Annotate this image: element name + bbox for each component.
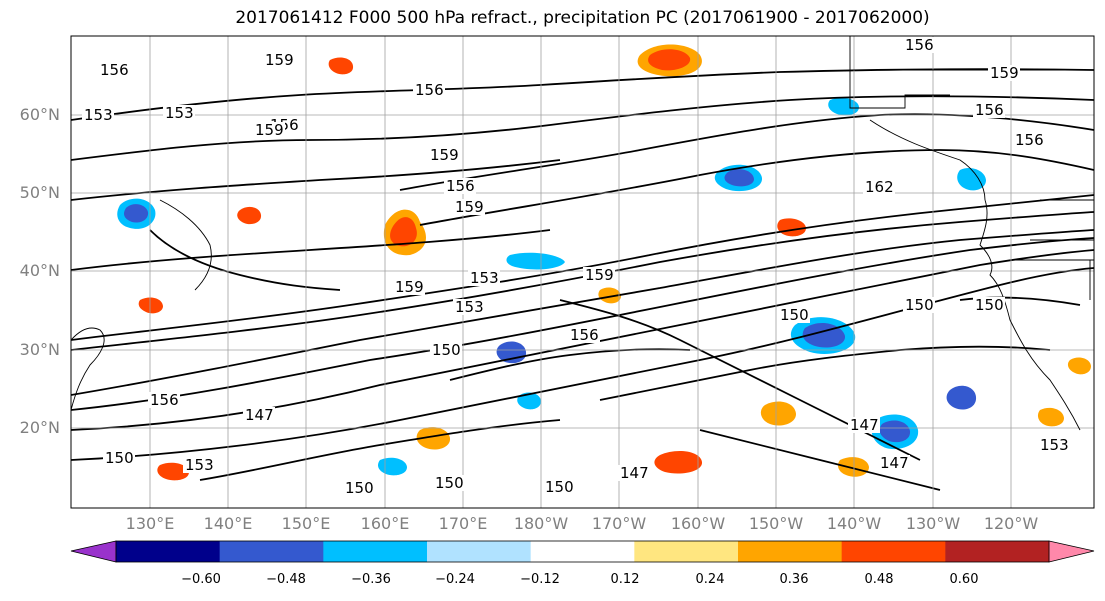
contour-label: 159 [990, 64, 1019, 82]
lon-label-170w: 170°W [591, 514, 647, 533]
colorbar-tick: 0.48 [864, 572, 894, 587]
contour-label: 153 [185, 456, 214, 474]
lon-label-140w: 140°W [826, 514, 882, 533]
colorbar [70, 540, 1095, 563]
colorbar-tick: −0.36 [351, 572, 391, 587]
contour-label: 150 [905, 296, 934, 314]
lat-label-30n: 30°N [19, 340, 60, 359]
contour-label: 159 [395, 278, 424, 296]
colorbar-left-arrow [70, 540, 117, 563]
contour-label: 150 [345, 479, 374, 497]
contour-label: 147 [245, 406, 274, 424]
lon-label-160w: 160°W [670, 514, 726, 533]
contour-label: 153 [1040, 436, 1069, 454]
lon-label-150e: 150°E [281, 514, 331, 533]
lon-label-180w: 180°W [513, 514, 569, 533]
contour-label: 156 [905, 36, 934, 54]
colorbar-segment [530, 541, 635, 562]
colorbar-segment [427, 541, 532, 562]
lon-label-140e: 140°E [203, 514, 253, 533]
contour-label: 156 [1015, 131, 1044, 149]
colorbar-segment [738, 541, 843, 562]
map-frame [70, 35, 1095, 509]
contour-label: 159 [585, 266, 614, 284]
contour-label: 162 [865, 178, 894, 196]
colorbar-segment [116, 541, 221, 562]
contour-label: 150 [545, 478, 574, 496]
contour-label: 159 [265, 51, 294, 69]
contour-label: 159 [430, 146, 459, 164]
contour-label: 153 [455, 298, 484, 316]
contour-label: 147 [880, 454, 909, 472]
contour-label: 156 [415, 81, 444, 99]
contour-label: 150 [105, 449, 134, 467]
map-title: 2017061412 F000 500 hPa refract., precip… [235, 8, 930, 28]
colorbar-tick: 0.12 [610, 572, 640, 587]
colorbar-tick: −0.12 [520, 572, 560, 587]
contour-label: 147 [620, 464, 649, 482]
precipitation-fill [117, 44, 1091, 481]
colorbar-tick: 0.60 [949, 572, 979, 587]
contour-label: 150 [975, 296, 1004, 314]
colorbar-tick: −0.60 [181, 572, 221, 587]
colorbar-tick: 0.24 [695, 572, 725, 587]
colorbar-tick: −0.48 [266, 572, 306, 587]
contour-label: 150 [780, 306, 809, 324]
lon-label-130w: 130°W [905, 514, 961, 533]
gridlines [71, 36, 1094, 508]
contour-label: 150 [435, 474, 464, 492]
contour-label: 156 [975, 101, 1004, 119]
contour-label: 159 [455, 198, 484, 216]
lat-label-50n: 50°N [19, 183, 60, 202]
contour-label: 156 [100, 61, 129, 79]
contour-label: 156 [446, 177, 475, 195]
coastlines [71, 36, 1094, 431]
colorbar-segment [323, 541, 428, 562]
lat-label-40n: 40°N [19, 261, 60, 280]
contour-label: 153 [470, 269, 499, 287]
contour-label: 147 [850, 416, 879, 434]
contour-label: 156 [150, 391, 179, 409]
contour-label: 153 [165, 104, 194, 122]
contour-label: 156 [570, 326, 599, 344]
colorbar-segment [634, 541, 739, 562]
lon-label-170e: 170°E [438, 514, 488, 533]
colorbar-tick: 0.36 [779, 572, 809, 587]
colorbar-segment [945, 541, 1050, 562]
contour-label: 150 [432, 341, 461, 359]
contour-label: 153 [84, 106, 113, 124]
lon-label-130e: 130°E [125, 514, 175, 533]
colorbar-segment [841, 541, 946, 562]
colorbar-segment [219, 541, 324, 562]
colorbar-tick: −0.24 [435, 572, 475, 587]
lon-label-120w: 120°W [983, 514, 1039, 533]
lon-label-150w: 150°W [748, 514, 804, 533]
lat-label-20n: 20°N [19, 418, 60, 437]
lat-label-60n: 60°N [19, 105, 60, 124]
contour-label: 159 [255, 121, 284, 139]
lon-label-160e: 160°E [360, 514, 410, 533]
colorbar-right-arrow [1048, 540, 1095, 563]
